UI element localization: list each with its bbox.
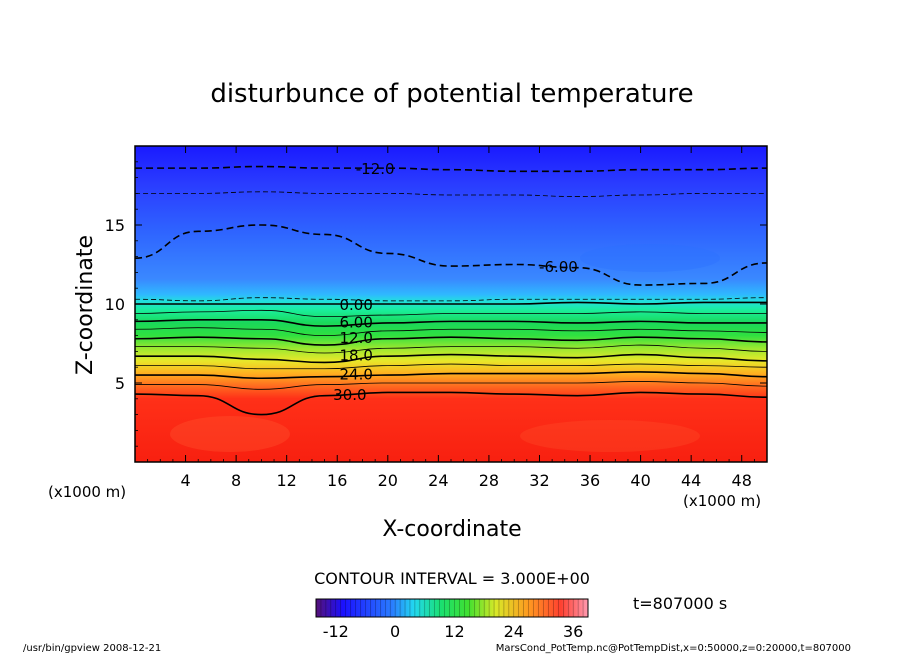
x-tick-label: 36 <box>580 471 600 490</box>
contour-line <box>134 309 767 318</box>
contour-line <box>134 381 768 390</box>
y-axis-title: Z-coordinate <box>73 235 98 375</box>
contour-lines <box>134 165 768 416</box>
contour-line <box>134 363 768 370</box>
y-tick-label: 10 <box>105 295 125 314</box>
x-unit-right: (x1000 m) <box>683 492 761 510</box>
footer-left: /usr/bin/gpview 2008-12-21 <box>23 643 161 654</box>
contour-line <box>135 371 768 380</box>
colorbar-tick-label: 0 <box>390 622 400 641</box>
contour-line <box>134 318 767 327</box>
colorbar-tick-label: 36 <box>563 622 583 641</box>
contour-line <box>135 191 767 197</box>
contour-label: -12.0 <box>356 160 395 178</box>
contour-label: 12.0 <box>339 329 372 347</box>
contour-line <box>134 297 768 302</box>
contour-line <box>135 344 768 354</box>
x-tick-label: 48 <box>732 471 752 490</box>
colorbar-tick-label: -12 <box>323 622 349 641</box>
contour-label: 0.00 <box>339 296 372 314</box>
field-texture <box>170 416 290 452</box>
x-tick-label: 16 <box>327 471 347 490</box>
contour-line <box>134 391 768 416</box>
contour-label: 24.0 <box>339 366 372 384</box>
y-tick-label: 5 <box>115 374 125 393</box>
colorbar-tick-label: 24 <box>504 622 524 641</box>
x-tick-label: 28 <box>479 471 499 490</box>
colorbar <box>315 598 589 618</box>
x-tick-label: 32 <box>529 471 549 490</box>
contour-line <box>135 353 768 364</box>
contour-line <box>134 336 768 346</box>
contour-label: -6.00 <box>539 258 578 276</box>
contour-label: 6.00 <box>339 313 372 331</box>
footer-right: MarsCond_PotTemp.nc@PotTempDist,x=0:5000… <box>496 643 851 654</box>
field-texture <box>520 420 700 452</box>
colorbar-ticks: -12 0 12 24 36 <box>323 622 584 641</box>
x-tick-label: 12 <box>277 471 297 490</box>
y-axis-ticks: 5 10 15 <box>105 161 767 447</box>
contour-label: 18.0 <box>339 347 372 365</box>
y-tick-label: 15 <box>105 216 125 235</box>
contour-interval-label: CONTOUR INTERVAL = 3.000E+00 <box>314 569 590 588</box>
contour-line <box>134 327 768 337</box>
contour-line <box>134 301 767 305</box>
x-tick-label: 8 <box>231 471 241 490</box>
x-axis-title: X-coordinate <box>382 517 521 542</box>
chart-title: disturbunce of potential temperature <box>210 79 693 109</box>
colorbar-tick-label: 12 <box>444 622 464 641</box>
x-tick-label: 44 <box>681 471 701 490</box>
x-tick-label: 4 <box>180 471 190 490</box>
colorbar-segments <box>320 599 584 617</box>
contour-label: 30.0 <box>333 386 366 404</box>
x-tick-label: 20 <box>378 471 398 490</box>
x-tick-label: 40 <box>630 471 650 490</box>
contour-line <box>134 224 768 286</box>
time-label: t=807000 s <box>633 594 727 613</box>
field-texture <box>580 244 720 272</box>
x-tick-label: 24 <box>428 471 448 490</box>
x-unit-left: (x1000 m) <box>48 483 126 501</box>
x-axis-ticks: 4 8 12 16 20 24 28 32 36 40 44 48 <box>147 146 755 490</box>
